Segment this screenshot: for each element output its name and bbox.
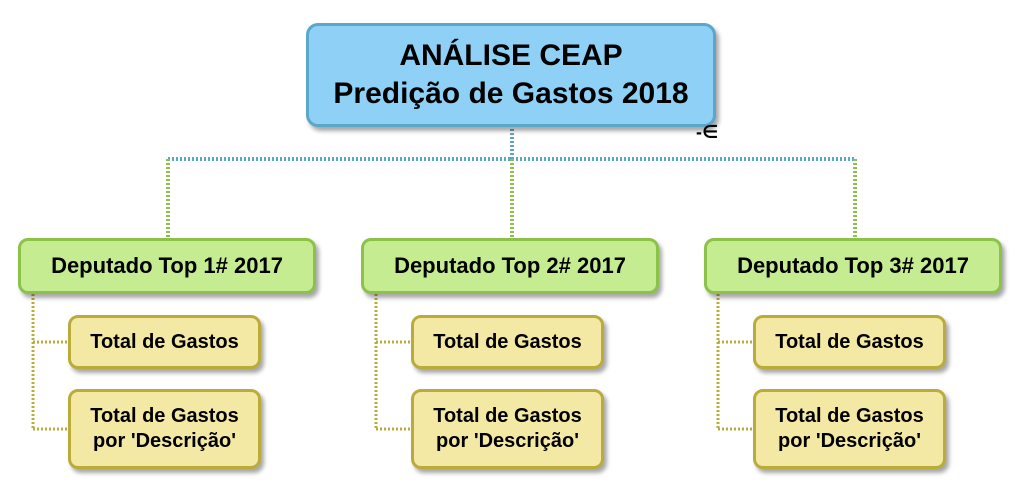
collapse-toggle-icon[interactable]: -∈ [696,122,719,142]
root-connectors [166,129,857,238]
child-label: Total de Gastos [90,330,239,353]
deputy-node-2[interactable]: Deputado Top 2# 2017 [361,238,659,294]
root-node[interactable]: ANÁLISE CEAP Predição de Gastos 2018 [306,23,716,127]
child-label-line1: Total de Gastos [775,405,924,427]
child-label-line1: Total de Gastos [90,405,239,427]
child-label-line2: por 'Descrição' [436,430,579,452]
root-subtitle: Predição de Gastos 2018 [333,77,689,110]
deputy-node-3[interactable]: Deputado Top 3# 2017 [704,238,1002,294]
total-gastos-node-3[interactable]: Total de Gastos [753,315,946,369]
root-title: ANÁLISE CEAP [399,39,623,72]
deputy-node-1[interactable]: Deputado Top 1# 2017 [18,238,316,294]
total-gastos-descricao-node-2[interactable]: Total de Gastos por 'Descrição' [411,389,604,469]
child-label: Total de Gastos [775,330,924,353]
child-label-line2: por 'Descrição' [93,430,236,452]
deputy-label: Deputado Top 1# 2017 [51,253,283,278]
child-label: Total de Gastos [433,330,582,353]
total-gastos-node-2[interactable]: Total de Gastos [411,315,604,369]
total-gastos-descricao-node-3[interactable]: Total de Gastos por 'Descrição' [753,389,946,469]
deputy-child-connectors [31,294,753,431]
child-label-line2: por 'Descrição' [778,430,921,452]
deputy-label: Deputado Top 3# 2017 [737,253,969,278]
total-gastos-descricao-node-1[interactable]: Total de Gastos por 'Descrição' [68,389,261,469]
child-label-line1: Total de Gastos [433,405,582,427]
total-gastos-node-1[interactable]: Total de Gastos [68,315,261,369]
deputy-label: Deputado Top 2# 2017 [394,253,626,278]
